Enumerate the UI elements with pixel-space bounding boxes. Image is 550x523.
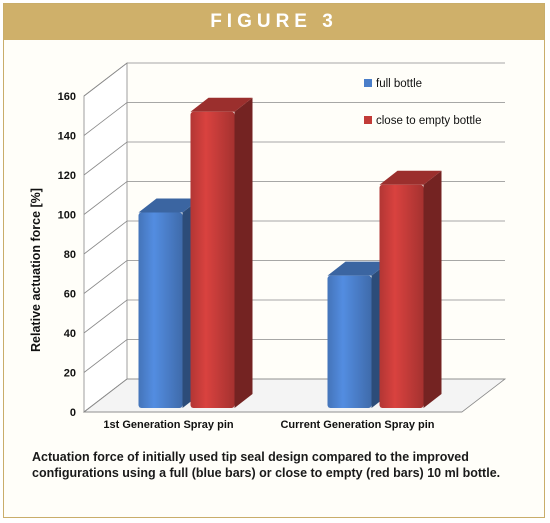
- bar-side: [423, 170, 442, 408]
- y-tick-label: 40: [64, 328, 76, 340]
- y-tick-label: 160: [58, 91, 76, 103]
- y-tick-label: 100: [58, 210, 76, 222]
- gridline: [83, 141, 505, 176]
- legend-label: close to empty bottle: [376, 115, 481, 127]
- y-tick-label: 140: [58, 131, 76, 143]
- bar: [327, 275, 372, 408]
- bar-top: [379, 170, 442, 185]
- y-tick-label: 60: [64, 289, 76, 301]
- y-tick-label: 80: [64, 249, 76, 261]
- bar-top: [190, 97, 253, 112]
- figure-caption: Actuation force of initially used tip se…: [32, 450, 501, 480]
- bar-side: [234, 97, 253, 408]
- gridline: [83, 220, 505, 255]
- bar: [190, 111, 235, 408]
- gridline: [83, 102, 505, 136]
- x-tick-label: Current Generation Spray pin: [280, 419, 434, 431]
- legend-swatch: [364, 116, 372, 124]
- y-tick-label: 0: [70, 407, 76, 419]
- figure-title: FIGURE 3: [4, 4, 544, 40]
- bar-top: [327, 261, 390, 276]
- y-axis-label: Relative actuation force [%]: [29, 188, 43, 352]
- legend-swatch: [364, 79, 372, 87]
- legend-label: full bottle: [376, 78, 422, 90]
- bar: [379, 184, 424, 408]
- bar-chart: 0 20 40 60 80 100 120 140 160 Relative actuation …: [29, 62, 507, 431]
- bar-top: [138, 198, 201, 213]
- y-tick-label: 20: [64, 368, 76, 380]
- gridline: [83, 260, 505, 294]
- gridline: [83, 181, 505, 215]
- x-tick-label: 1st Generation Spray pin: [103, 419, 233, 431]
- bar: [138, 212, 183, 408]
- y-tick-label: 120: [58, 170, 76, 182]
- figure-frame: FIGURE 3 0 20 40 60 80 100 120 140 160 Relative a…: [3, 3, 545, 518]
- gridline: [83, 62, 505, 97]
